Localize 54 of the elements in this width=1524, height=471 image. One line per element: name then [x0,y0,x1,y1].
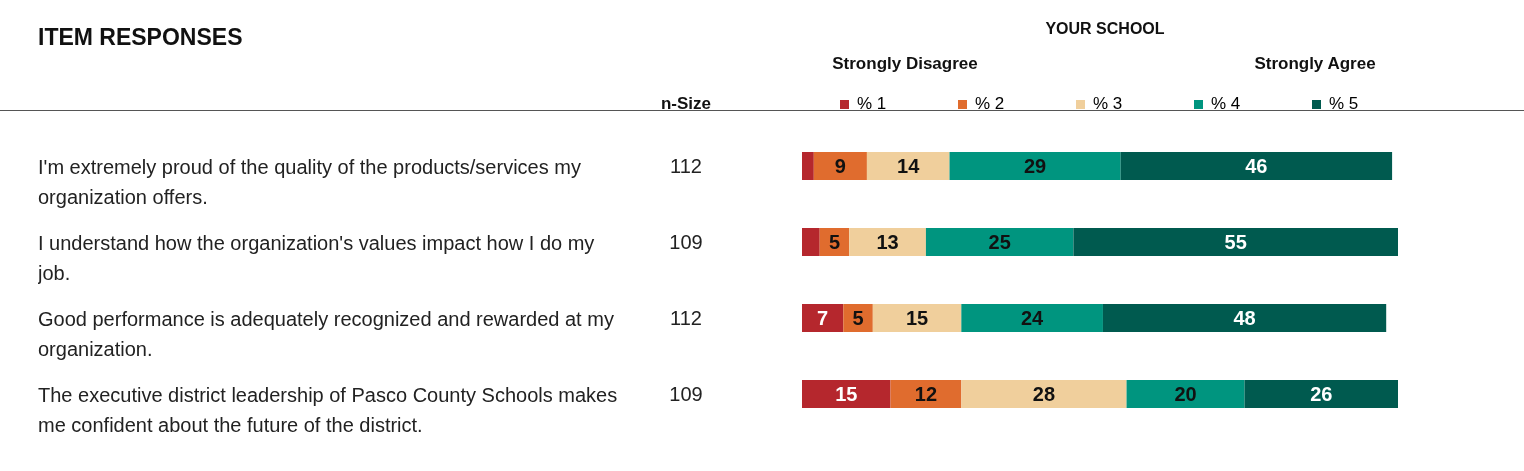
data-label: 46 [1245,155,1268,177]
y-tick-label: I'm extremely proud of the quality of the products/services my organization offers. [38,155,582,210]
legend-label: % 1 [857,94,887,114]
bar [1120,152,1393,180]
bar [802,380,891,408]
bar [872,304,962,332]
bar [961,380,1127,408]
bar [802,304,844,332]
data-label: 48 [1233,307,1256,329]
data-label: 13 [876,231,899,253]
bar [866,152,950,180]
y-tick-label: I understand how the organization's values impact how I do my job. [38,231,596,286]
bar [849,228,926,256]
text: 112 [670,155,702,177]
legend-label: % 4 [1211,94,1241,114]
text: 112 [670,307,702,329]
data-label: 9 [834,155,846,177]
bar [949,152,1121,180]
bar [1126,380,1245,408]
data-label: 24 [1021,307,1045,329]
bar [802,228,820,256]
bar [1073,228,1398,256]
text: 109 [669,231,703,253]
y-tick-label: The executive district leadership of Pasco County Schools makes me confident about the future of the district. [38,383,618,438]
text: n-Size [659,94,713,114]
bar [961,304,1103,332]
bar [802,152,814,180]
data-label: 55 [1224,231,1247,253]
data-label: 25 [988,231,1011,253]
bar [925,228,1074,256]
data-label: 7 [817,307,829,329]
bar [1102,304,1387,332]
data-label: 5 [828,231,841,253]
text: YOUR SCHOOL [1044,20,1166,38]
data-label: 20 [1174,383,1197,405]
legend-label: % 5 [1329,94,1359,114]
data-label: 26 [1310,383,1333,405]
data-label: 15 [905,307,929,329]
data-label: 12 [914,383,938,405]
legend-label: % 2 [975,94,1005,114]
data-label: 14 [897,155,921,177]
bar [890,380,962,408]
text: 109 [669,383,703,405]
data-label: 28 [1032,383,1056,405]
bar [813,152,867,180]
y-tick-label: Good performance is adequately recognized and rewarded at my organization. [38,307,615,362]
text: Strongly Disagree [831,54,979,74]
bar [1244,380,1398,408]
text: ITEM RESPONSES [38,24,243,51]
legend-label: % 3 [1093,94,1123,114]
text: Strongly Agree [1253,54,1377,74]
data-label: 29 [1023,155,1047,177]
data-label: 5 [852,307,864,329]
data-label: 15 [835,383,858,405]
